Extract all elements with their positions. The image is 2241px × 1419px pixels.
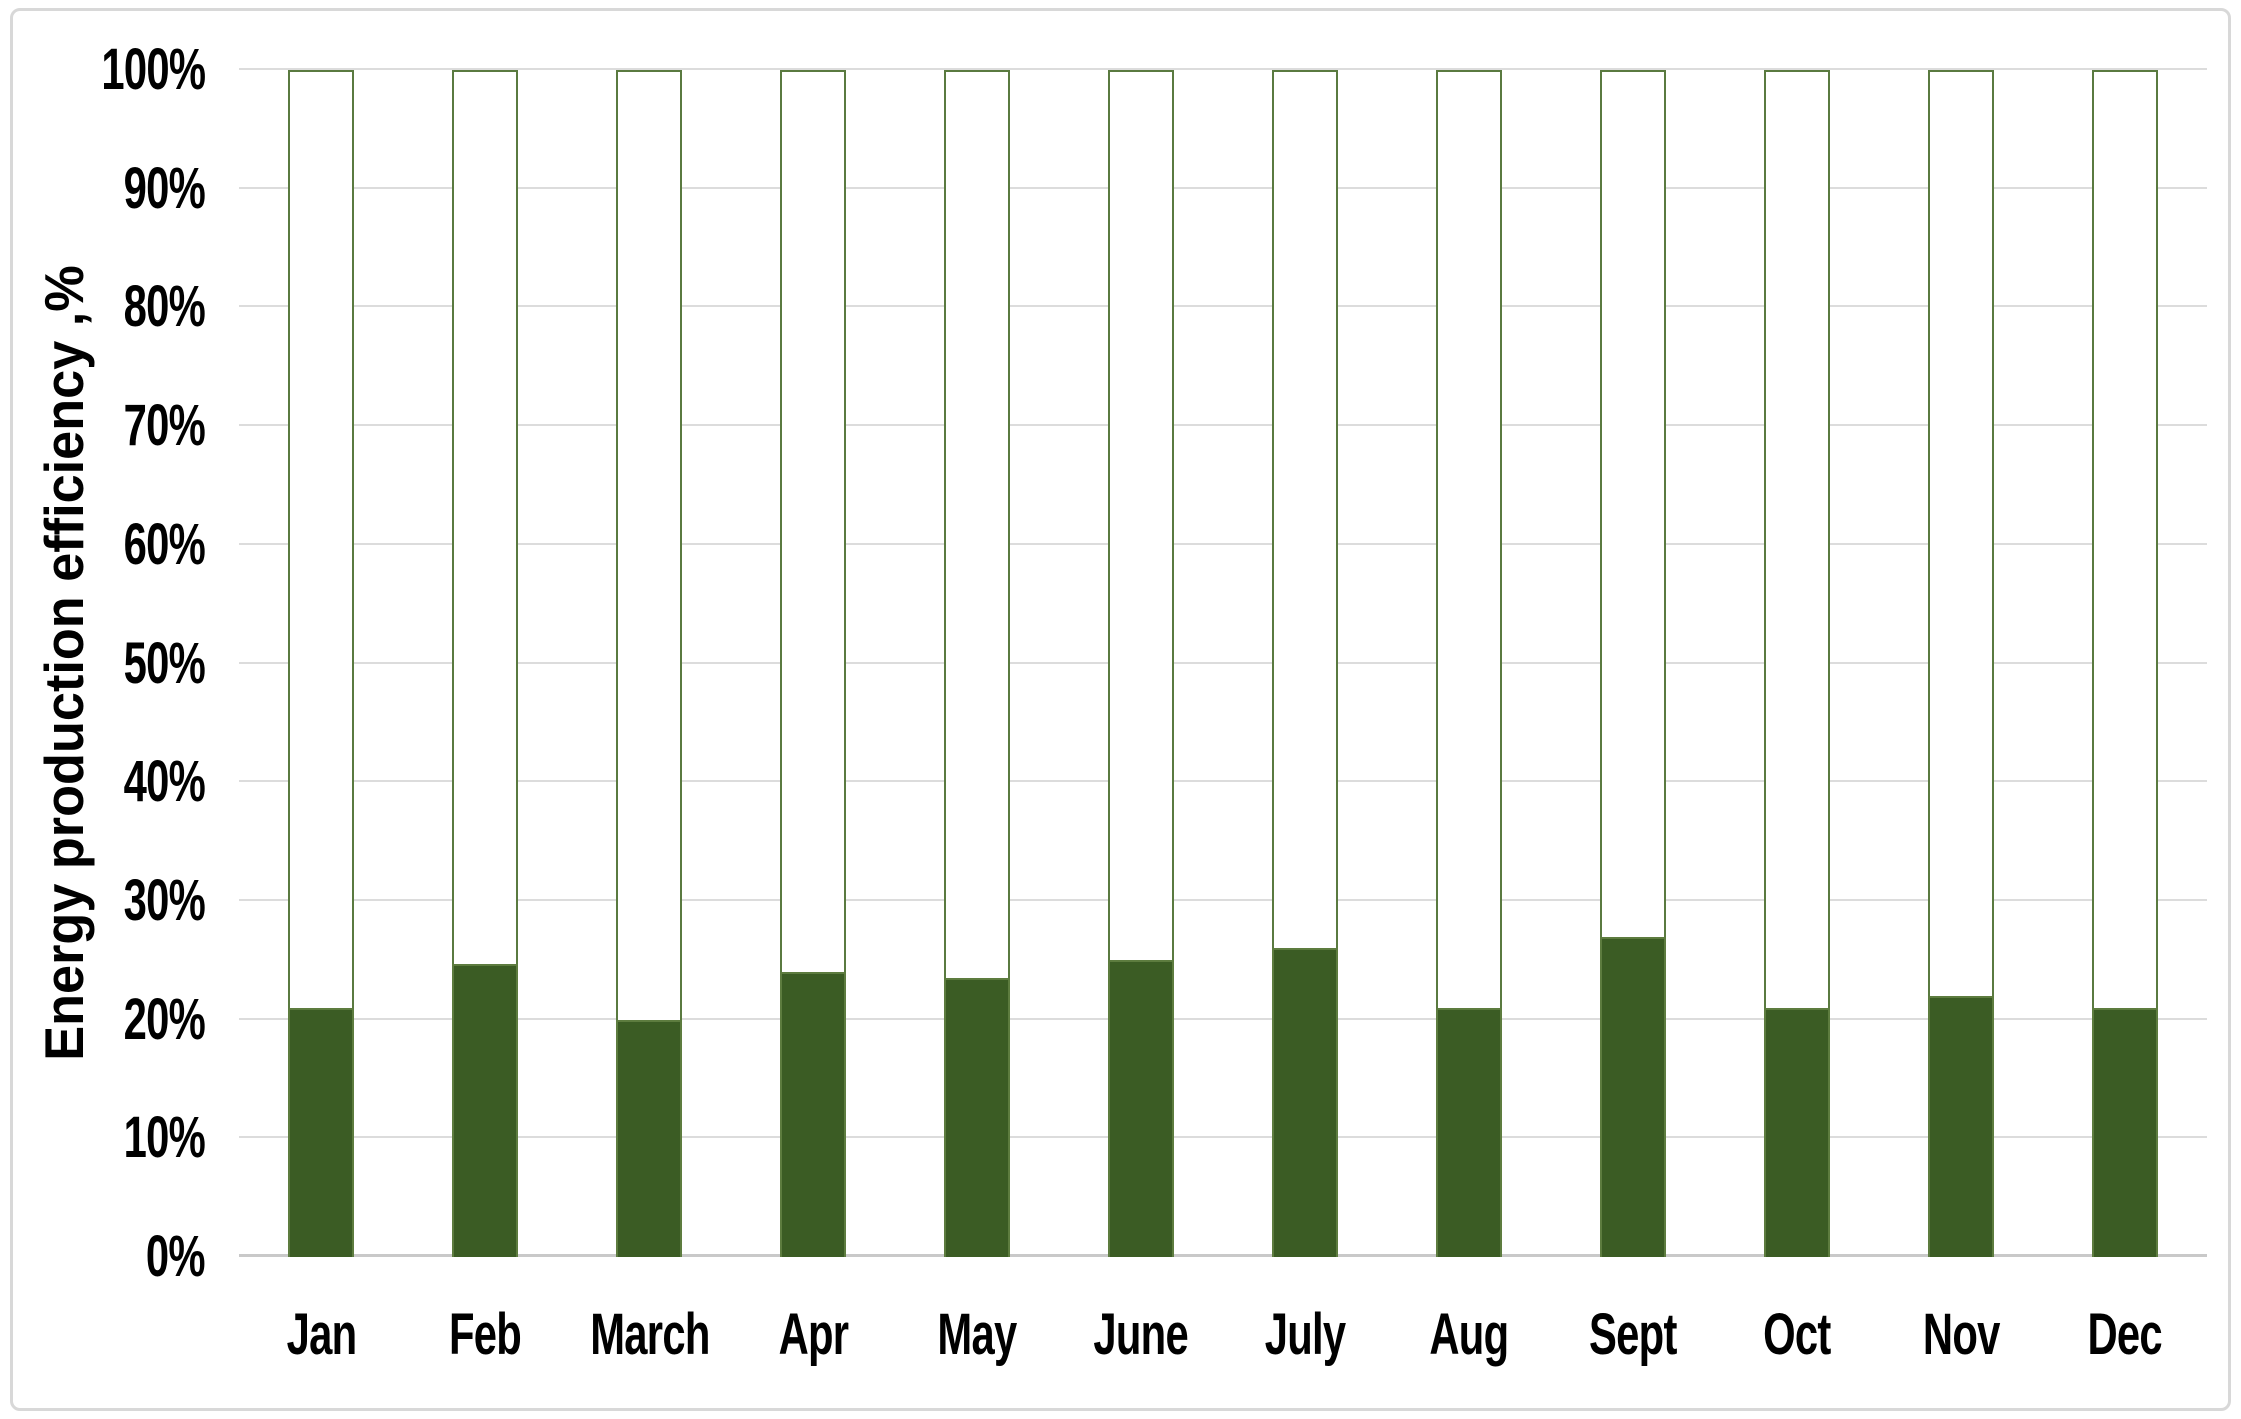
x-axis-label-text: Feb	[448, 1302, 522, 1367]
x-axis-label-june: June	[1059, 1295, 1223, 1375]
x-axis-label-text: Aug	[1429, 1302, 1509, 1367]
x-axis-label-text: Dec	[2087, 1302, 2163, 1367]
x-axis-label-sept: Sept	[1551, 1295, 1715, 1375]
x-axis-label-apr: Apr	[731, 1295, 895, 1375]
y-axis-tick-label-60: 60%	[0, 511, 206, 577]
x-axis-label-july: July	[1223, 1295, 1387, 1375]
x-axis-label-text: Oct	[1763, 1302, 1831, 1367]
y-axis-tick-label-30: 30%	[0, 867, 206, 933]
bar-efficiency-apr	[780, 972, 846, 1257]
y-axis-tick-text: 80%	[123, 274, 206, 340]
y-axis-tick-text: 60%	[123, 511, 206, 577]
x-axis-label-text: Jan	[286, 1302, 357, 1367]
y-axis-tick-label-50: 50%	[0, 630, 206, 696]
bar-efficiency-march	[616, 1019, 682, 1257]
x-axis-label-text: Sept	[1589, 1302, 1677, 1367]
y-axis-tick-text: 50%	[123, 630, 206, 696]
x-axis-label-dec: Dec	[2043, 1295, 2207, 1375]
x-axis-label-text: July	[1264, 1302, 1346, 1367]
plot-area	[239, 68, 2207, 1257]
y-axis-tick-text: 30%	[123, 867, 206, 933]
y-axis-tick-text: 90%	[123, 155, 206, 221]
x-axis-label-text: Nov	[1922, 1302, 2000, 1367]
bar-efficiency-june	[1108, 960, 1174, 1257]
x-axis-label-text: Apr	[778, 1302, 848, 1367]
x-axis-label-text: May	[937, 1302, 1017, 1367]
y-axis-tick-text: 100%	[101, 37, 206, 102]
bar-efficiency-dec	[2092, 1007, 2158, 1257]
bar-efficiency-july	[1272, 948, 1338, 1257]
gridline-90	[239, 186, 2207, 189]
x-axis-label-text: June	[1093, 1302, 1189, 1367]
y-axis-tick-label-40: 40%	[0, 749, 206, 815]
x-axis-label-feb: Feb	[403, 1295, 567, 1375]
x-axis-label-text: March	[590, 1302, 710, 1367]
gridline-40	[239, 780, 2207, 783]
gridline-50	[239, 661, 2207, 664]
bar-efficiency-aug	[1436, 1007, 1502, 1257]
y-axis-tick-label-20: 20%	[0, 986, 206, 1052]
y-axis-tick-text: 40%	[123, 749, 206, 815]
y-axis-tick-label-70: 70%	[0, 393, 206, 459]
y-axis-tick-label-100: 100%	[0, 37, 206, 102]
x-axis-label-jan: Jan	[239, 1295, 403, 1375]
y-axis-tick-text: 10%	[123, 1105, 206, 1171]
y-axis-tick-label-10: 10%	[0, 1105, 206, 1171]
x-axis-label-may: May	[895, 1295, 1059, 1375]
x-axis-label-oct: Oct	[1715, 1295, 1879, 1375]
gridline-80	[239, 305, 2207, 308]
x-axis-line	[239, 1254, 2207, 1257]
bar-efficiency-oct	[1764, 1007, 1830, 1257]
y-axis-tick-label-0: 0%	[0, 1224, 206, 1289]
bar-efficiency-sept	[1600, 936, 1666, 1257]
x-axis-label-aug: Aug	[1387, 1295, 1551, 1375]
gridline-100	[239, 68, 2207, 70]
gridline-30	[239, 898, 2207, 901]
x-axis-label-nov: Nov	[1879, 1295, 2043, 1375]
y-axis-tick-text: 70%	[123, 393, 206, 459]
y-axis-tick-label-90: 90%	[0, 155, 206, 221]
y-axis-tick-text: 20%	[123, 986, 206, 1052]
y-axis-tick-label-80: 80%	[0, 274, 206, 340]
bar-efficiency-may	[944, 978, 1010, 1257]
bar-efficiency-nov	[1928, 995, 1994, 1257]
gridline-70	[239, 424, 2207, 427]
bar-efficiency-feb	[452, 963, 518, 1257]
x-axis-label-march: March	[567, 1295, 731, 1375]
y-axis-tick-text: 0%	[146, 1224, 206, 1289]
gridline-60	[239, 542, 2207, 545]
gridline-20	[239, 1017, 2207, 1020]
bar-efficiency-jan	[288, 1007, 354, 1257]
gridline-10	[239, 1136, 2207, 1139]
